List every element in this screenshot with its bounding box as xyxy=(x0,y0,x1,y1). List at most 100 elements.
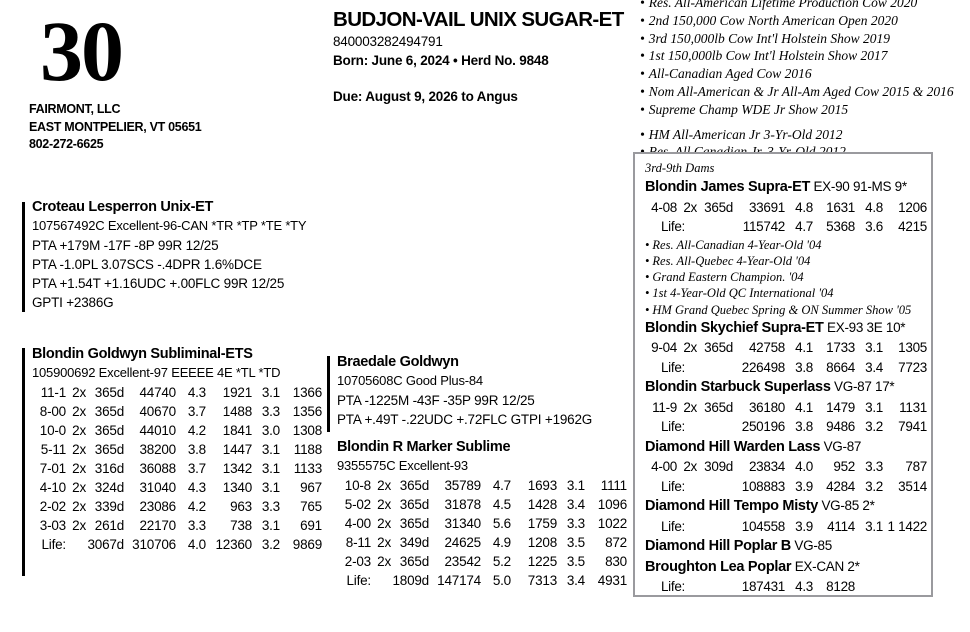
due-line: Due: August 9, 2026 to Angus xyxy=(333,89,518,104)
record-cell: 5.0 xyxy=(492,572,511,588)
record-cell: 3.3 xyxy=(261,403,280,419)
record-cell: 1447 xyxy=(222,441,252,457)
record-cell: 3.8 xyxy=(187,441,206,457)
record-cell: 3.2 xyxy=(865,478,883,494)
record-cell: Life: xyxy=(660,219,685,234)
award-text: All-Canadian Aged Cow 2016 xyxy=(648,66,812,82)
record-cell: 2x xyxy=(377,477,391,493)
record-cell: 9869 xyxy=(292,536,322,552)
record-cell: 2x xyxy=(72,441,86,457)
record-cell: 22170 xyxy=(139,517,176,533)
dam-entry-name: Broughton Lea Poplar EX-CAN 2* xyxy=(645,557,931,578)
dams-entry-list: Blondin James Supra-ET EX-90 91-MS 9* 4-0… xyxy=(645,177,931,597)
record-cell: 24625 xyxy=(444,534,481,550)
record-cell: 1809d xyxy=(392,572,429,588)
sire-name: Croteau Lesperron Unix-ET xyxy=(32,199,214,215)
record-cell: 42758 xyxy=(748,340,785,356)
record-cell: 1206 xyxy=(898,199,927,215)
bullet-icon: • xyxy=(640,0,645,10)
production-record-row: 10-0 2x 365d 44010 4.2 1841 3.0 1308 xyxy=(32,421,322,440)
record-cell: Life: xyxy=(660,478,685,494)
record-cell: 3.5 xyxy=(566,534,585,550)
production-record-row: 4-00 2x 365d 31340 5.6 1759 3.3 1022 xyxy=(337,514,627,533)
record-cell: 872 xyxy=(605,534,627,550)
award-text: 3rd 150,000lb Cow Int'l Holstein Show 20… xyxy=(648,30,891,46)
record-cell: 1131 xyxy=(899,399,927,415)
dam-entry-name-text: Diamond Hill Poplar B xyxy=(645,538,791,555)
award-item: • 1st 150,000lb Cow Int'l Holstein Show 2… xyxy=(640,47,970,65)
record-cell: 3.1 xyxy=(261,479,280,495)
consignor-line-1: FAIRMONT, LLC xyxy=(29,102,121,116)
award-item: • Res. All-American Lifetime Production C… xyxy=(640,0,970,12)
record-cell: 4.3 xyxy=(795,579,813,595)
dam-entry-name-text: Blondin Skychief Supra-ET xyxy=(645,319,824,336)
record-cell: 2x xyxy=(72,517,86,533)
record-cell: 1225 xyxy=(527,553,557,569)
record-cell: 35789 xyxy=(444,477,481,493)
record-cell: 1428 xyxy=(527,496,557,512)
record-cell: 3.3 xyxy=(187,517,206,533)
bullet-icon: • xyxy=(645,270,650,285)
record-cell: 4.5 xyxy=(492,496,511,512)
record-cell: 3.4 xyxy=(566,496,585,512)
consignor-line-2: EAST MONTPELIER, VT 05651 xyxy=(29,119,202,134)
record-cell: 365d xyxy=(399,515,429,531)
dams-panel-title: 3rd-9th Dams xyxy=(645,161,715,175)
record-cell: 250196 xyxy=(741,419,786,435)
record-cell: Life: xyxy=(660,579,685,595)
record-cell: 787 xyxy=(905,459,927,475)
record-cell: 3.0 xyxy=(261,422,280,438)
record-cell: 2x xyxy=(72,384,86,400)
record-cell: 4.9 xyxy=(492,534,511,550)
dam-entry-classification: VG-85 xyxy=(790,538,832,554)
dam-entry-name: Diamond Hill Tempo Misty VG-85 2* xyxy=(645,496,931,517)
record-cell: 310706 xyxy=(132,536,176,552)
lifetime-record-row: Life: 108883 3.9 4284 3.2 3514 xyxy=(645,477,931,497)
record-cell: 5.6 xyxy=(492,515,511,531)
record-cell: 261d xyxy=(94,517,124,533)
record-cell: 3.3 xyxy=(865,459,883,475)
record-cell: 365d xyxy=(399,496,429,512)
production-record-row: 9-04 2x 365d 42758 4.1 1733 3.1 1305 xyxy=(645,338,931,358)
record-cell: 1479 xyxy=(826,399,855,415)
record-cell: 226498 xyxy=(741,359,786,375)
production-record-row: 11-9 2x 365d 36180 4.1 1479 3.1 1131 xyxy=(645,398,931,418)
production-record-row: 8-00 2x 365d 40670 3.7 1488 3.3 1356 xyxy=(32,402,322,421)
record-cell: 1 1422 xyxy=(887,518,928,534)
production-record-row: 7-01 2x 316d 36088 3.7 1342 3.1 1133 xyxy=(32,459,322,478)
dam-entry-classification: VG-87 17* xyxy=(830,379,895,395)
record-cell: 108883 xyxy=(741,478,786,494)
record-cell: 2x xyxy=(683,340,697,356)
record-cell: 365d xyxy=(94,441,124,457)
dam-award-item: • Res. All-Quebec 4-Year-Old '04 xyxy=(645,253,931,269)
record-cell: 8664 xyxy=(826,359,855,375)
dam-entry-name: Blondin Skychief Supra-ET EX-93 3E 10* xyxy=(645,318,931,339)
record-cell: 1188 xyxy=(293,441,322,457)
record-cell: 365d xyxy=(704,340,733,356)
production-record-row: 4-10 2x 324d 31040 4.3 1340 3.1 967 xyxy=(32,478,322,497)
record-cell: 2x xyxy=(72,498,86,514)
awards-list-top: • Res. All-American Lifetime Production C… xyxy=(640,0,970,161)
record-cell: 9486 xyxy=(826,419,855,435)
record-cell: 4-00 xyxy=(651,459,677,475)
record-cell: 5-02 xyxy=(344,496,371,512)
award-item: • 2nd 150,000 Cow North American Open 202… xyxy=(640,12,970,30)
production-record-row: Life: 3067d 310706 4.0 12360 3.2 9869 xyxy=(32,535,322,554)
dam-award-text: Res. All-Canadian 4-Year-Old '04 xyxy=(652,237,822,252)
record-cell: 4215 xyxy=(898,219,927,234)
award-text: Nom All-American & Jr All-Am Aged Cow 20… xyxy=(648,83,954,99)
record-cell: 2x xyxy=(72,460,86,476)
record-cell: 339d xyxy=(94,498,124,514)
record-cell: 8-11 xyxy=(345,534,371,550)
award-text: Res. All-American Lifetime Production Co… xyxy=(648,0,918,10)
record-cell: 3.8 xyxy=(795,419,813,435)
mgs-name: Braedale Goldwyn xyxy=(337,354,459,370)
dam-entry-name-text: Blondin Starbuck Superlass xyxy=(645,379,831,396)
dam-name: Blondin Goldwyn Subliminal-ETS xyxy=(32,346,253,362)
record-cell: 3.4 xyxy=(566,572,585,588)
consignor-block: FAIRMONT, LLC EAST MONTPELIER, VT 05651 … xyxy=(29,101,202,154)
pedigree-dam-group: Blondin Goldwyn Subliminal-ETS 105900692… xyxy=(22,345,322,576)
record-cell: 31878 xyxy=(444,496,481,512)
record-cell: 3067d xyxy=(87,536,124,552)
dam-entry-classification: VG-87 xyxy=(820,438,862,454)
